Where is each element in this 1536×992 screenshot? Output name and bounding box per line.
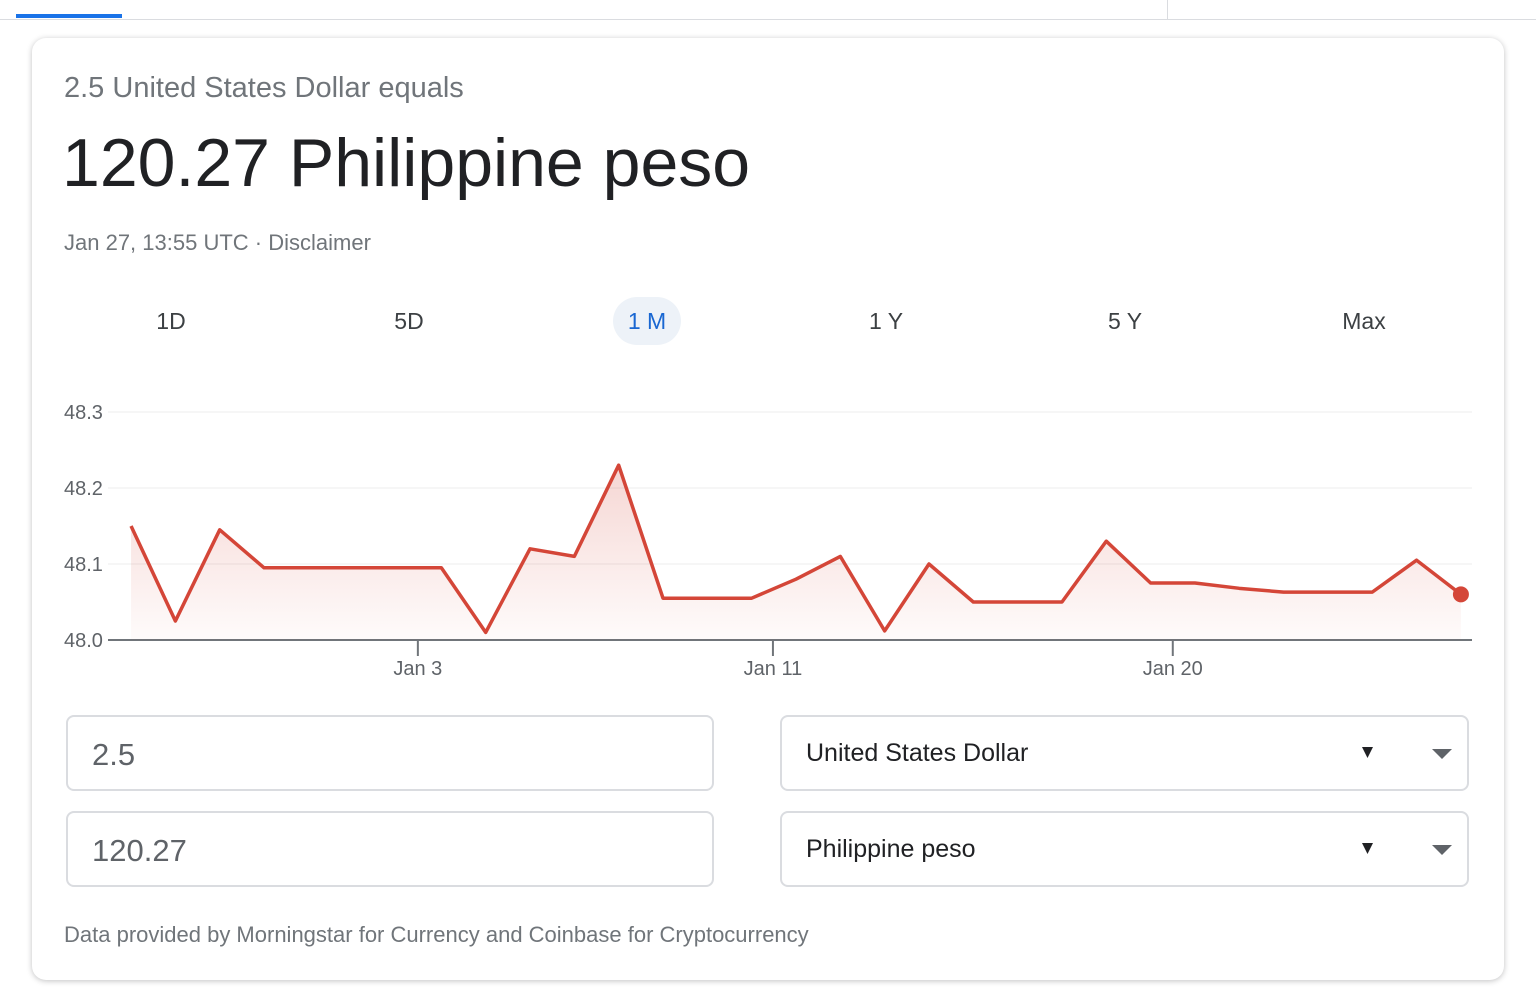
y-tick-label: 48.2 (64, 478, 103, 500)
divider (1167, 0, 1168, 19)
range-tab[interactable]: 1 M (627, 308, 667, 334)
range-tab[interactable]: 1 Y (868, 308, 904, 334)
top-bar (0, 0, 1536, 20)
amount-from-input[interactable]: 2.5 (66, 715, 714, 791)
currency-to-select[interactable]: Philippine peso (780, 811, 1469, 887)
meta: Jan 27, 13:55 UTC · Disclaimer (64, 230, 371, 256)
amount-from: 2.5 (92, 737, 136, 772)
selected-tab-bg (613, 297, 681, 345)
currency-from-select[interactable]: United States Dollar (780, 715, 1469, 791)
disclaimer-link[interactable]: Disclaimer (268, 230, 371, 255)
range-tab[interactable]: Max (1342, 308, 1386, 334)
timestamp: Jan 27, 13:55 UTC (64, 230, 249, 255)
x-tick-label: Jan 11 (744, 658, 803, 680)
chart: 48.0 48.1 48.2 48.3 Jan 3 Jan 11 Jan 20 (64, 402, 1472, 680)
last-point (1452, 586, 1469, 603)
range-tab[interactable]: 5 Y (1107, 308, 1143, 334)
currency-to: Philippine peso (806, 835, 976, 863)
intro: 2.5 United States Dollar equals (64, 72, 464, 104)
active-tab-indicator (16, 14, 122, 18)
range-tab[interactable]: 5D (394, 308, 424, 334)
currency-from: United States Dollar (806, 739, 1029, 767)
separator: · (254, 230, 263, 255)
line (129, 463, 1462, 635)
result: 120.27 Philippine peso (62, 125, 751, 201)
footer: Data provided by Morningstar for Currenc… (64, 922, 809, 947)
y-tick-label: 48.3 (64, 402, 103, 424)
converter-card (32, 38, 1504, 980)
y-tick-label: 48.0 (64, 630, 103, 652)
dropdown-icons (1362, 747, 1452, 759)
area (131, 465, 1461, 640)
amount-to-input[interactable]: 120.27 (66, 811, 714, 887)
x-tick-label: Jan 3 (393, 658, 442, 680)
amount-to: 120.27 (92, 833, 187, 868)
x-tick-label: Jan 20 (1143, 658, 1203, 680)
range-tab[interactable]: 1D (156, 308, 186, 334)
y-tick-label: 48.1 (64, 554, 103, 576)
dropdown-icons (1362, 843, 1452, 855)
